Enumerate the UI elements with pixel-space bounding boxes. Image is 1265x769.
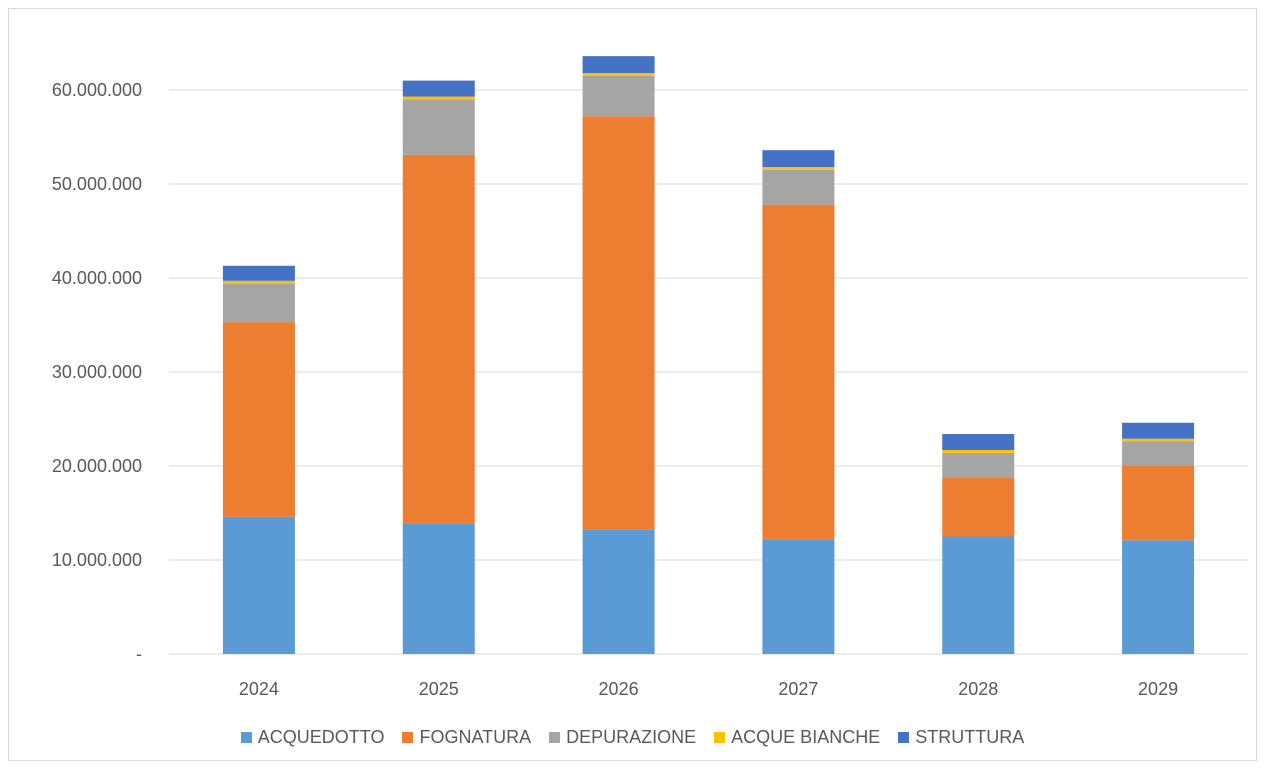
bar-segment-acquedotto-2025 bbox=[402, 523, 475, 654]
bar-segment-struttura-2024 bbox=[222, 265, 295, 281]
bar-segment-acque-bianche-2024 bbox=[222, 280, 295, 284]
legend-swatch bbox=[402, 731, 414, 743]
bar-segment-acquedotto-2029 bbox=[1122, 540, 1195, 654]
x-tick-label: 2029 bbox=[1138, 679, 1178, 699]
legend-item-struttura: STRUTTURA bbox=[898, 727, 1024, 748]
bar-segment-acquedotto-2026 bbox=[582, 529, 655, 654]
legend: ACQUEDOTTO FOGNATURA DEPURAZIONE ACQUE BIAN… bbox=[0, 726, 1265, 748]
legend-swatch bbox=[898, 731, 910, 743]
legend-swatch bbox=[714, 731, 726, 743]
bar-segment-acque-bianche-2026 bbox=[582, 73, 655, 76]
bar-segment-depurazione-2029 bbox=[1122, 441, 1195, 466]
x-tick-label: 2026 bbox=[599, 679, 639, 699]
legend-item-acque-bianche: ACQUE BIANCHE bbox=[714, 727, 880, 748]
legend-item-acquedotto: ACQUEDOTTO bbox=[240, 726, 385, 748]
legend-swatch bbox=[240, 731, 252, 743]
bar-segment-struttura-2025 bbox=[402, 80, 475, 97]
bar-segment-fognatura-2029 bbox=[1122, 466, 1195, 541]
bar-segment-fognatura-2024 bbox=[222, 322, 295, 517]
x-tick-label: 2024 bbox=[239, 679, 279, 699]
bar-segment-depurazione-2024 bbox=[222, 283, 295, 323]
bar-segment-acquedotto-2028 bbox=[942, 536, 1015, 654]
y-axis-tick-labels: - 10.000.000 20.000.000 30.000.000 40.000.00… bbox=[52, 80, 142, 664]
bar-segment-fognatura-2028 bbox=[942, 477, 1015, 537]
x-tick-label: 2027 bbox=[778, 679, 818, 699]
bar-segment-depurazione-2028 bbox=[942, 452, 1015, 478]
bar-segment-struttura-2029 bbox=[1122, 422, 1195, 439]
bar-segment-depurazione-2027 bbox=[762, 169, 835, 205]
bar-segment-acquedotto-2027 bbox=[762, 539, 835, 654]
legend-item-fognatura: FOGNATURA bbox=[402, 727, 531, 748]
bars bbox=[222, 56, 1195, 654]
y-tick-label: 40.000.000 bbox=[52, 268, 142, 288]
bar-segment-fognatura-2026 bbox=[582, 116, 655, 530]
y-tick-label: - bbox=[136, 644, 142, 664]
bar-segment-struttura-2026 bbox=[582, 56, 655, 74]
legend-label: ACQUEDOTTO bbox=[257, 726, 385, 747]
bar-segment-struttura-2027 bbox=[762, 150, 835, 168]
x-tick-label: 2025 bbox=[419, 679, 459, 699]
y-tick-label: 50.000.000 bbox=[52, 174, 142, 194]
bar-segment-acque-bianche-2027 bbox=[762, 167, 835, 170]
gridlines bbox=[169, 89, 1248, 655]
bar-segment-depurazione-2025 bbox=[402, 99, 475, 155]
y-tick-label: 20.000.000 bbox=[52, 456, 142, 476]
bar-segment-acque-bianche-2028 bbox=[942, 450, 1015, 453]
legend-label: STRUTTURA bbox=[915, 726, 1025, 747]
y-tick-label: 60.000.000 bbox=[52, 80, 142, 100]
legend-label: DEPURAZIONE bbox=[566, 726, 697, 747]
bar-segment-acque-bianche-2029 bbox=[1122, 438, 1195, 442]
bar-segment-fognatura-2025 bbox=[402, 154, 475, 524]
bar-segment-acque-bianche-2025 bbox=[402, 96, 475, 100]
bar-segment-fognatura-2027 bbox=[762, 204, 835, 540]
legend-item-depurazione: DEPURAZIONE bbox=[549, 727, 696, 748]
bar-segment-acquedotto-2024 bbox=[222, 516, 295, 654]
y-tick-label: 30.000.000 bbox=[52, 362, 142, 382]
legend-label: ACQUE BIANCHE bbox=[731, 726, 881, 747]
bar-segment-struttura-2028 bbox=[942, 434, 1015, 451]
legend-swatch bbox=[549, 731, 561, 743]
legend-label: FOGNATURA bbox=[419, 726, 532, 747]
x-tick-label: 2028 bbox=[958, 679, 998, 699]
y-tick-label: 10.000.000 bbox=[52, 550, 142, 570]
x-axis-tick-labels: 2024 2025 2026 2027 2028 2029 bbox=[239, 679, 1178, 699]
bar-segment-depurazione-2026 bbox=[582, 75, 655, 117]
